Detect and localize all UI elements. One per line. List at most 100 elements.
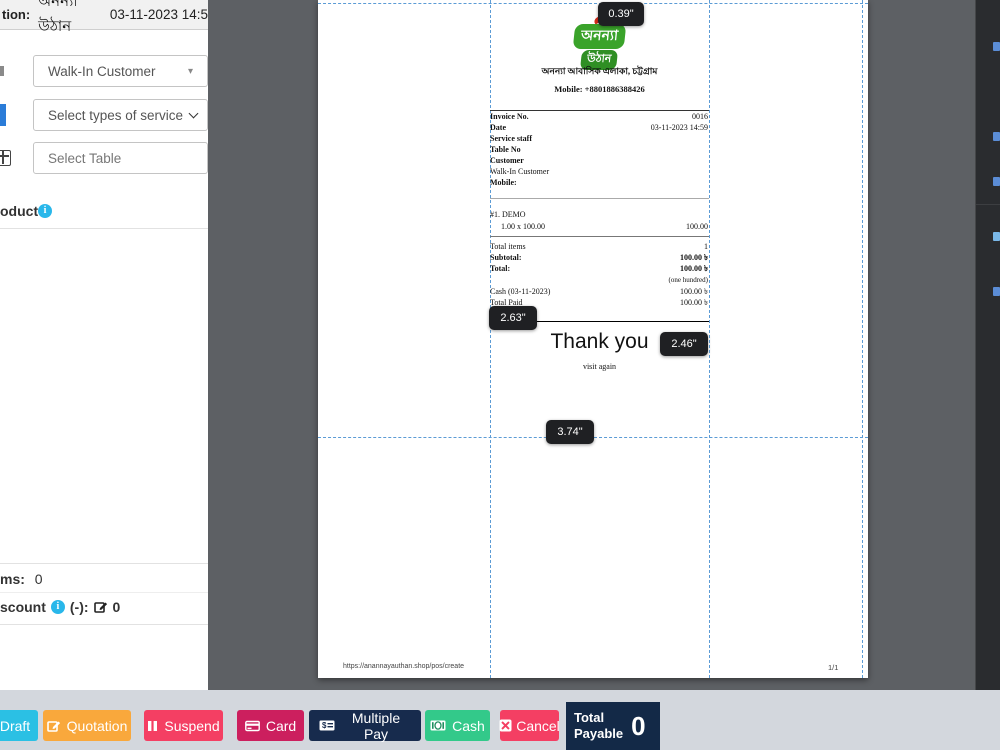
location-header: tion: অনন্যা উঠান 03-11-2023 14:5 xyxy=(0,0,208,35)
divider xyxy=(0,563,208,564)
side-panel-edge xyxy=(975,0,1000,690)
margin-guide-far-right[interactable] xyxy=(862,0,863,678)
receipt-divider xyxy=(490,236,709,237)
items-value: 0 xyxy=(34,571,43,587)
margin-guide-left[interactable] xyxy=(490,0,491,678)
cancel-button-label: Cancel xyxy=(516,717,560,734)
invoice-info-table: Invoice No. 0016 Date 03-11-2023 14:59 Ser… xyxy=(490,110,709,188)
summary-row: Total items 1 xyxy=(490,242,708,251)
discount-label: scount xyxy=(0,599,46,615)
summary-row: Total: 100.00 ৳ xyxy=(490,264,708,273)
service-type-select[interactable]: Select types of service xyxy=(33,99,208,131)
caret-down-icon: ▾ xyxy=(187,65,193,77)
customer-select-value: Walk-In Customer xyxy=(48,63,156,79)
panel-icon[interactable] xyxy=(993,232,1000,241)
location-name: অনন্যা উঠান xyxy=(38,0,78,35)
margin-guide-right[interactable] xyxy=(709,0,710,678)
header-datetime: 03-11-2023 14:5 xyxy=(109,7,208,22)
amount-in-words-row: (one hundred) xyxy=(668,276,708,284)
edit-icon xyxy=(46,720,60,732)
margin-guide-top[interactable] xyxy=(318,3,868,4)
customer-icon xyxy=(0,66,4,76)
discount-row: scount i (-): 0 xyxy=(0,599,120,615)
print-preview-overlay: অনন্যা উঠান অনন্যা আবাসিক এলাকা, চট্টগ্র… xyxy=(208,0,1000,690)
cash-button-label: Cash xyxy=(452,717,485,734)
draft-button-label: Draft xyxy=(0,717,31,734)
margin-measurement-badge: 2.46" xyxy=(660,332,708,356)
thank-you-text: Thank you xyxy=(550,330,649,353)
table-select-placeholder: Select Table xyxy=(48,150,122,166)
receipt-divider xyxy=(490,198,709,199)
multiple-pay-button[interactable]: $ Multiple Pay xyxy=(309,709,421,742)
card-button[interactable]: Card xyxy=(237,710,304,741)
margin-measurement-badge: 3.74" xyxy=(546,420,594,444)
chevron-down-icon xyxy=(188,108,199,119)
logo-text-1: অনন্যা xyxy=(572,24,627,49)
pause-icon xyxy=(148,720,158,731)
item-name-row: #1. DEMO xyxy=(490,210,526,219)
margin-measurement-badge: 2.63" xyxy=(489,306,537,330)
cash-icon xyxy=(430,720,446,731)
items-label: ms: xyxy=(0,571,25,587)
total-items-row: ms: 0 xyxy=(0,571,43,587)
footer-url: https://anannayauthan.shop/pos/create xyxy=(343,663,465,670)
discount-info-icon[interactable]: i xyxy=(50,600,65,614)
customer-select[interactable]: Walk-In Customer ▾ xyxy=(33,55,208,87)
multiple-pay-button-label: Multiple Pay xyxy=(351,709,401,742)
invoice-row: Walk-In Customer xyxy=(490,167,550,176)
divider xyxy=(0,592,208,593)
table-select[interactable]: Select Table xyxy=(33,142,208,174)
total-payable-label-1: Total xyxy=(574,710,605,725)
table-icon xyxy=(0,150,11,166)
product-label: oduct xyxy=(0,203,39,219)
edit-discount-icon[interactable] xyxy=(93,600,108,614)
shop-mobile: Mobile: +8801886388426 xyxy=(554,84,645,94)
panel-icon[interactable] xyxy=(993,287,1000,296)
quotation-button-label: Quotation xyxy=(66,717,128,734)
summary-row: Subtotal: 100.00 ৳ xyxy=(490,253,708,262)
service-icon xyxy=(0,104,6,126)
divider xyxy=(0,624,208,625)
cancel-x-icon xyxy=(499,719,512,732)
quotation-button[interactable]: Quotation xyxy=(43,710,131,741)
total-payable-panel: Total Payable 0 xyxy=(566,702,660,750)
suspend-button-label: Suspend xyxy=(164,717,220,734)
product-info-icon[interactable]: i xyxy=(38,204,52,218)
credit-card-icon xyxy=(244,720,260,731)
preview-page: অনন্যা উঠান অনন্যা আবাসিক এলাকা, চট্টগ্র… xyxy=(318,0,868,678)
shop-address: অনন্যা আবাসিক এলাকা, চট্টগ্রাম xyxy=(541,66,658,76)
pos-panel: tion: অনন্যা উঠান 03-11-2023 14:5 Walk-I… xyxy=(0,0,208,690)
location-label: tion: xyxy=(2,7,31,22)
cancel-button[interactable]: Cancel xyxy=(499,710,560,741)
footer-page-number: 1/1 xyxy=(828,663,839,672)
visit-again-text: visit again xyxy=(582,362,617,371)
panel-icon[interactable] xyxy=(993,132,1000,141)
cash-button[interactable]: Cash xyxy=(425,710,490,741)
panel-icon[interactable] xyxy=(993,42,1000,51)
panel-icon[interactable] xyxy=(993,177,1000,186)
banknote-icon: $ xyxy=(319,720,335,731)
invoice-row: Table No xyxy=(490,145,521,154)
receipt: অনন্যা উঠান অনন্যা আবাসিক এলাকা, চট্টগ্র… xyxy=(490,0,709,440)
total-payable-value: 0 xyxy=(631,710,646,741)
summary-row: Cash (03-11-2023) 100.00 ৳ xyxy=(490,287,708,296)
panel-divider xyxy=(976,204,1000,205)
discount-mid: (-): xyxy=(69,599,89,615)
invoice-row: Invoice No. 0016 xyxy=(490,112,708,121)
invoice-row: Customer xyxy=(490,156,524,165)
draft-button[interactable]: Draft xyxy=(0,710,38,741)
discount-value: 0 xyxy=(112,599,121,615)
receipt-bottom-rule xyxy=(490,321,709,322)
card-button-label: Card xyxy=(265,717,297,734)
item-detail-row: 1.00 x 100.00 100.00 xyxy=(501,222,708,231)
summary-row: Total Paid 100.00 ৳ xyxy=(490,298,708,307)
invoice-row: Date 03-11-2023 14:59 xyxy=(490,123,708,132)
total-payable-label-2: Payable xyxy=(574,726,624,741)
divider xyxy=(0,228,208,229)
svg-text:$: $ xyxy=(322,721,327,730)
invoice-row: Service staff xyxy=(490,134,532,143)
margin-measurement-badge: 0.39" xyxy=(598,2,644,26)
suspend-button[interactable]: Suspend xyxy=(144,710,223,741)
service-select-value: Select types of service xyxy=(48,107,184,123)
